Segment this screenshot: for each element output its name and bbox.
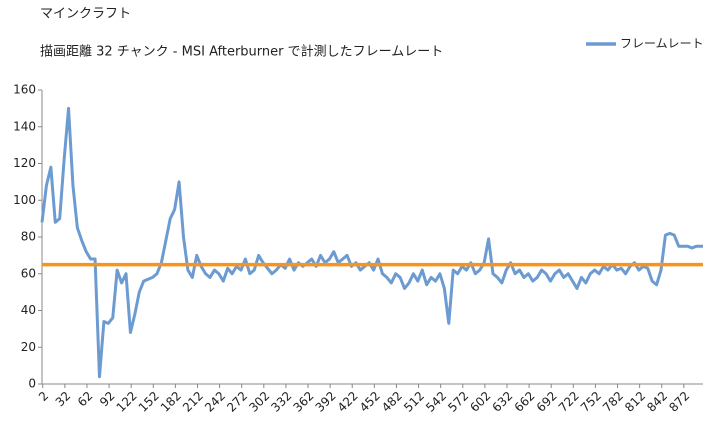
x-tick-label: 212: [180, 389, 206, 415]
x-tick-label: 122: [114, 389, 140, 415]
y-tick-label: 80: [21, 230, 36, 244]
x-tick-label: 272: [224, 389, 250, 415]
x-tick-label: 332: [268, 389, 294, 415]
y-tick-label: 60: [21, 266, 36, 280]
x-tick-label: 512: [401, 389, 427, 415]
x-tick-label: 62: [75, 389, 96, 410]
x-tick-label: 152: [136, 389, 162, 415]
x-tick-label: 782: [600, 389, 626, 415]
x-tick-label: 632: [489, 389, 515, 415]
chart-title: マインクラフト: [40, 7, 131, 22]
series-line: [40, 106, 703, 379]
x-tick-label: 692: [534, 389, 560, 415]
y-tick-label: 160: [13, 83, 36, 97]
x-tick-label: 842: [644, 389, 670, 415]
y-tick-label: 0: [28, 377, 36, 391]
x-tick-label: 812: [622, 389, 648, 415]
x-tick-label: 302: [246, 389, 272, 415]
chart-subtitle: 描画距離 32 チャンク - MSI Afterburner で計測したフレーム…: [40, 44, 443, 60]
x-tick-label: 392: [313, 389, 339, 415]
y-tick-label: 140: [13, 119, 36, 133]
x-tick-label: 752: [578, 389, 604, 415]
x-tick-label: 722: [556, 389, 582, 415]
x-tick-label: 32: [53, 389, 74, 410]
x-tick-label: 2: [36, 389, 51, 404]
x-tick-label: 662: [512, 389, 538, 415]
x-tick-label: 542: [423, 389, 449, 415]
x-tick-label: 482: [379, 389, 405, 415]
x-tick-label: 182: [158, 389, 184, 415]
y-tick-label: 40: [21, 303, 36, 317]
y-tick-label: 120: [13, 156, 36, 170]
x-tick-label: 242: [202, 389, 228, 415]
x-tick-label: 602: [467, 389, 493, 415]
x-tick-label: 872: [666, 389, 692, 415]
legend-label: フレームレート: [620, 37, 704, 51]
x-tick-label: 452: [357, 389, 383, 415]
x-tick-label: 572: [445, 389, 471, 415]
y-tick-label: 100: [13, 193, 36, 207]
x-tick-label: 422: [335, 389, 361, 415]
y-tick-label: 20: [21, 340, 36, 354]
x-tick-label: 362: [291, 389, 317, 415]
